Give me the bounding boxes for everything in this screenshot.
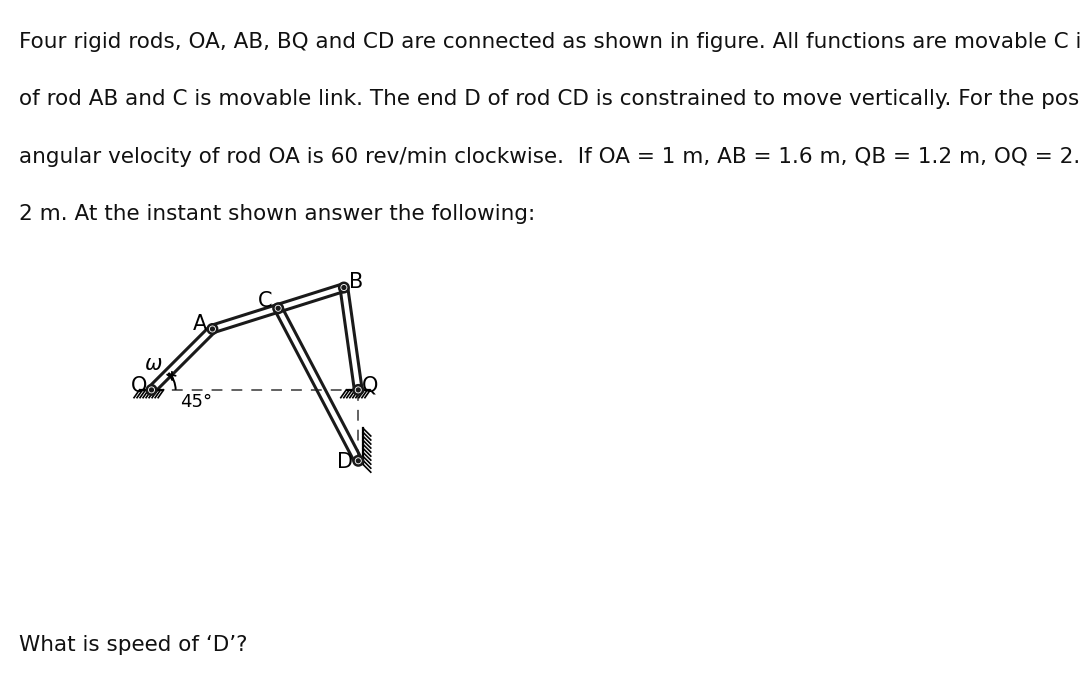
Text: 45°: 45° (180, 393, 212, 411)
Circle shape (147, 385, 157, 394)
Text: Four rigid rods, OA, AB, BQ and CD are connected as shown in figure. All functio: Four rigid rods, OA, AB, BQ and CD are c… (19, 32, 1080, 52)
Circle shape (356, 388, 360, 392)
Text: C: C (258, 290, 272, 311)
Text: B: B (349, 272, 363, 292)
Circle shape (211, 327, 214, 331)
Text: D: D (337, 451, 353, 472)
Circle shape (339, 283, 349, 292)
Circle shape (353, 456, 363, 466)
Circle shape (342, 285, 346, 289)
Text: What is speed of ‘D’?: What is speed of ‘D’? (19, 635, 248, 654)
Text: O: O (132, 377, 148, 397)
Text: of rod AB and C is movable link. The end D of rod CD is constrained to move vert: of rod AB and C is movable link. The end… (19, 89, 1080, 109)
Circle shape (150, 388, 153, 392)
Circle shape (207, 324, 217, 333)
Circle shape (356, 459, 360, 462)
Text: $\omega$: $\omega$ (144, 354, 163, 374)
Circle shape (353, 385, 363, 394)
Text: A: A (193, 314, 207, 334)
Text: Q: Q (362, 376, 378, 396)
Text: 2 m. At the instant shown answer the following:: 2 m. At the instant shown answer the fol… (19, 204, 536, 224)
Circle shape (276, 307, 280, 310)
Text: angular velocity of rod OA is 60 rev/min clockwise.  If OA = 1 m, AB = 1.6 m, QB: angular velocity of rod OA is 60 rev/min… (19, 147, 1080, 167)
Circle shape (273, 303, 283, 313)
